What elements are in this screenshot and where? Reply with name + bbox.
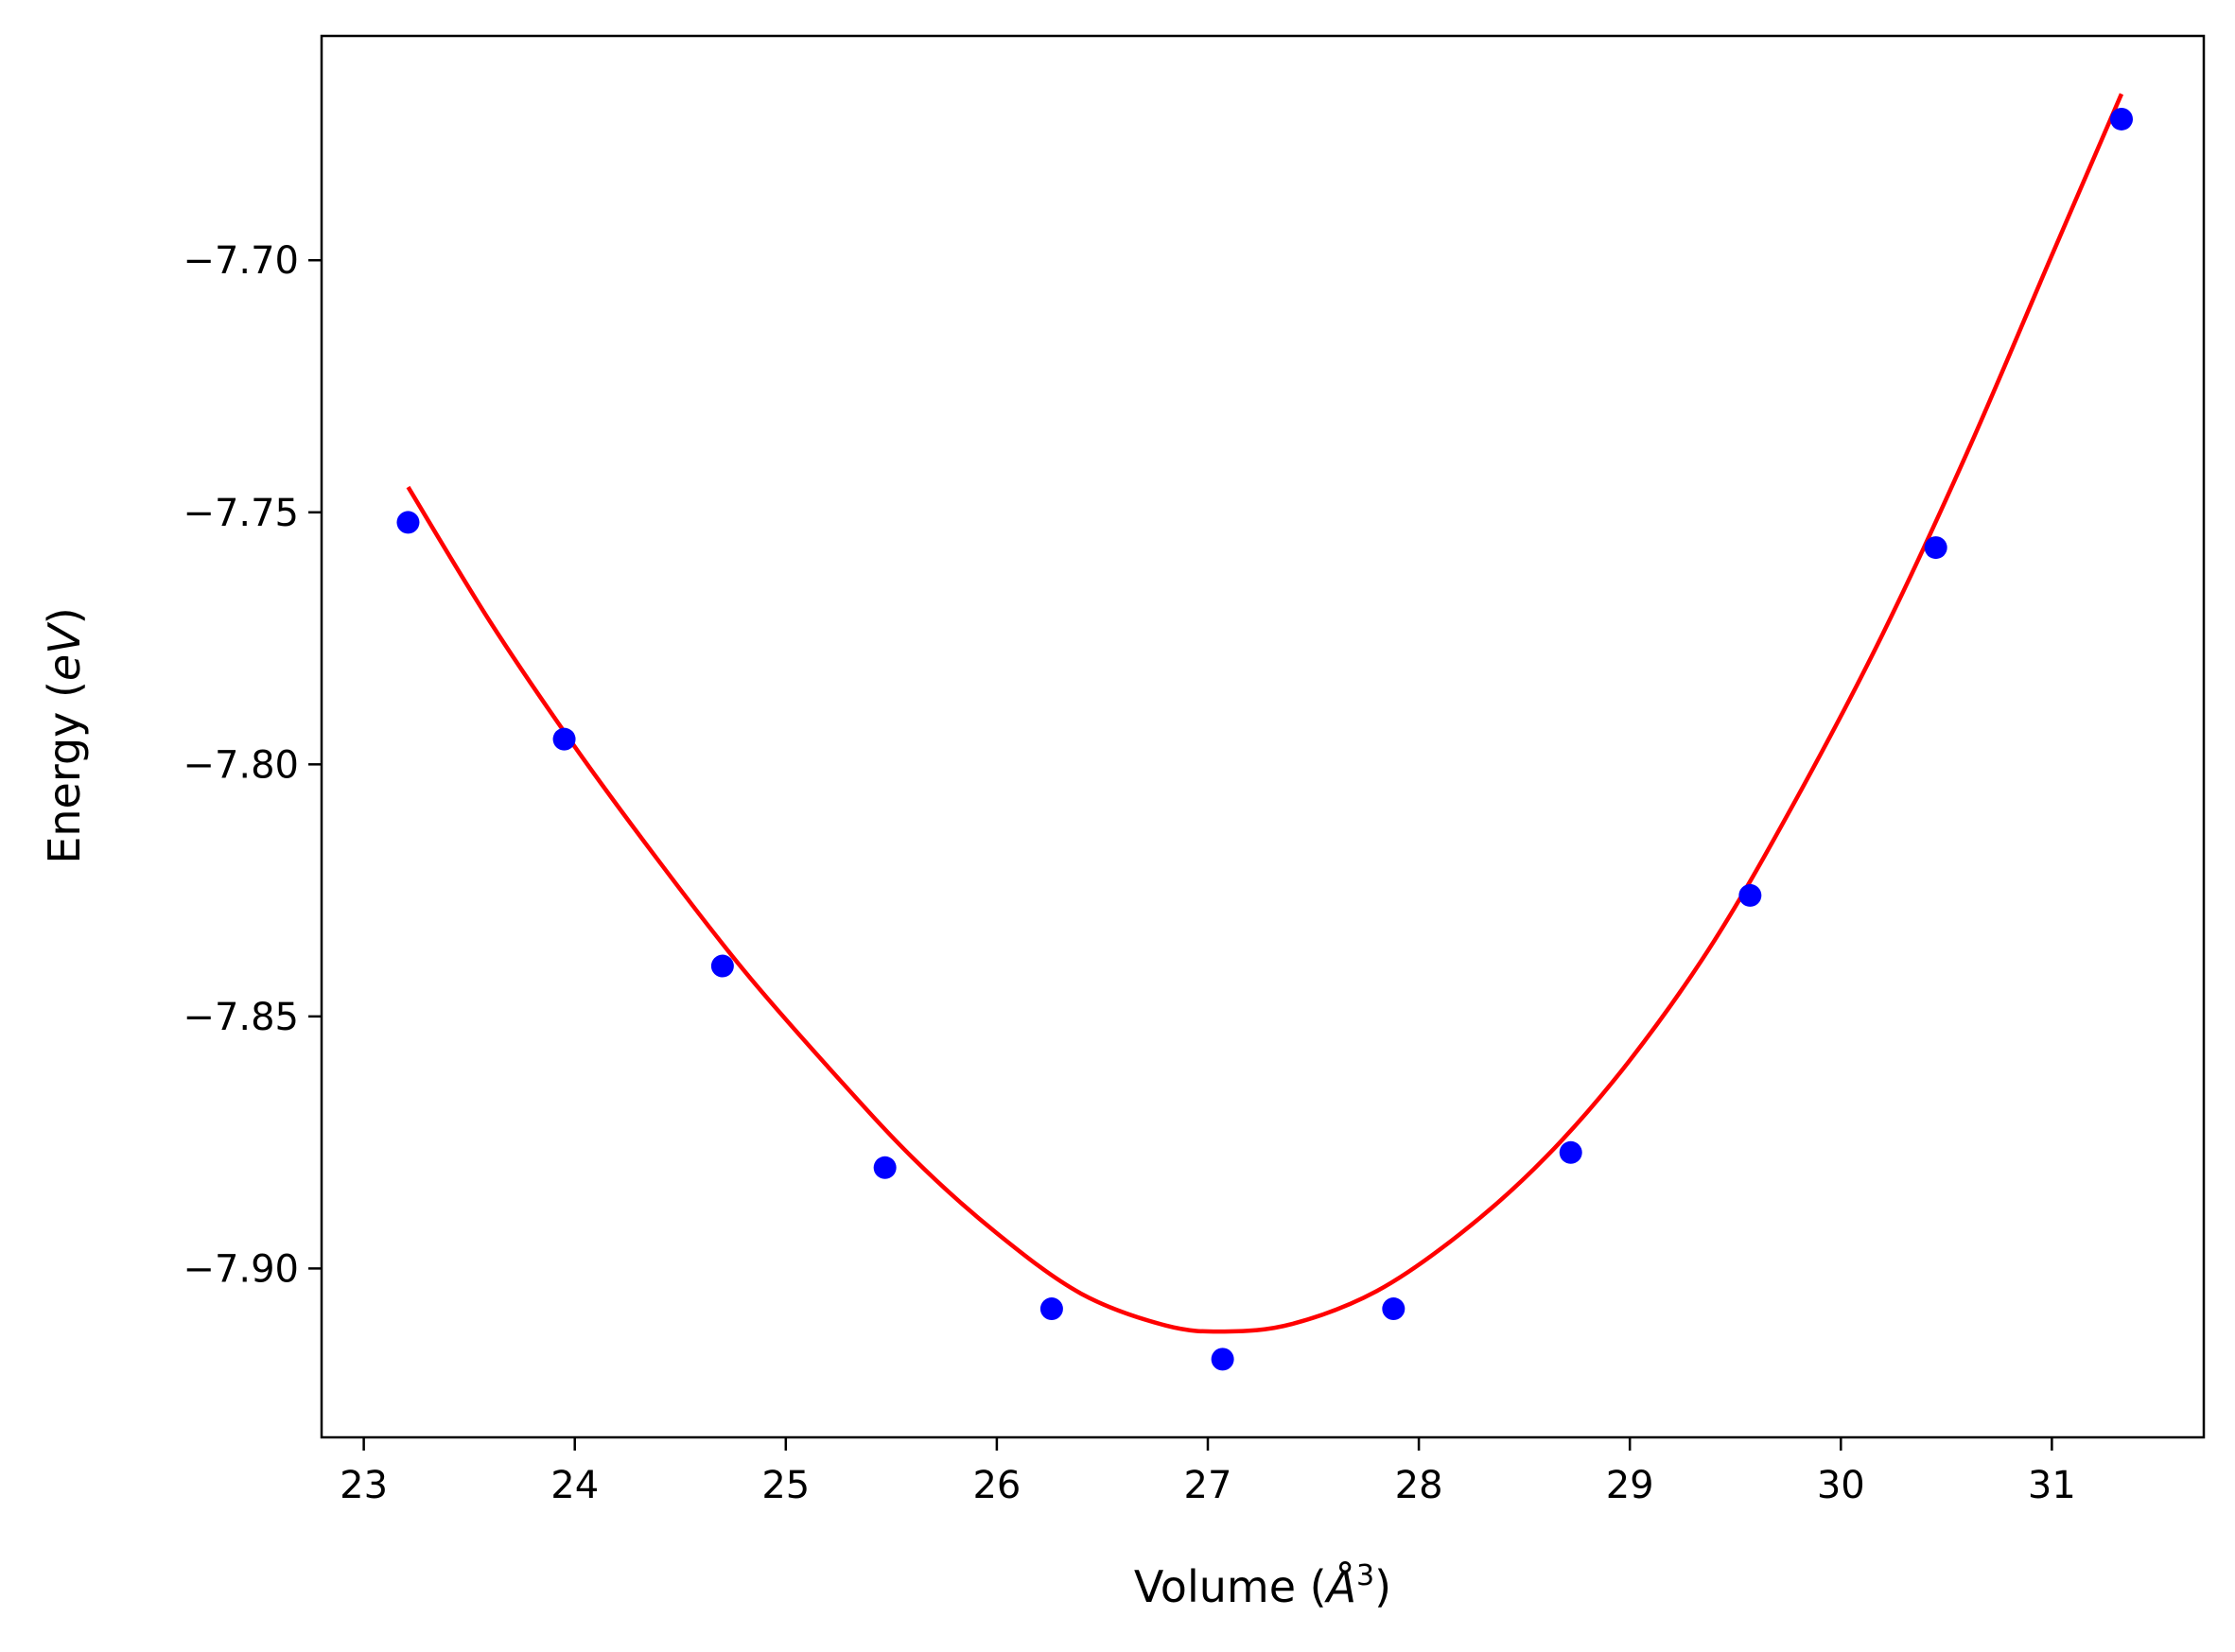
y-tick-label: −7.70 [183,239,299,283]
data-points [396,107,2133,1371]
x-tick-label: 24 [550,1464,599,1507]
x-tick-label: 30 [1817,1464,1865,1507]
x-tick-label: 26 [972,1464,1021,1507]
data-point [873,1156,897,1179]
x-tick-label: 25 [761,1464,810,1507]
x-axis-label-superscript: 3 [1356,1559,1374,1592]
x-axis-label-symbol: Å [1324,1561,1356,1612]
x-axis-label-suffix: ) [1374,1561,1391,1612]
data-point [552,727,576,751]
fit-curve-line [406,93,2124,1334]
y-tick-label: −7.75 [183,492,299,535]
x-tick-label: 23 [340,1464,388,1507]
data-point [710,954,734,978]
x-tick-label: 29 [1606,1464,1654,1507]
data-point [2109,107,2133,130]
y-tick-label: −7.90 [183,1247,299,1291]
y-axis: −7.90 −7.85 −7.80 −7.75 −7.70 [183,239,322,1291]
y-tick-label: −7.85 [183,996,299,1039]
data-point [1924,536,1947,560]
data-point [1039,1297,1063,1321]
y-axis-label: Energy (eV) [39,607,90,863]
x-axis-label-prefix: Volume ( [1134,1561,1327,1612]
x-tick-label: 31 [2028,1464,2076,1507]
data-point [1382,1297,1406,1321]
x-tick-label: 27 [1184,1464,1232,1507]
y-axis-label-unit: eV [39,621,90,681]
data-point [396,511,420,534]
plot-area-frame [320,34,2206,1439]
x-axis: 23 24 25 26 27 28 29 30 31 [340,1437,2076,1507]
y-tick-label: −7.80 [183,743,299,787]
data-point [1738,883,1762,907]
data-point [1211,1348,1234,1371]
data-point [1559,1140,1582,1164]
y-axis-label-prefix: Energy ( [39,681,90,864]
x-axis-label: Volume (Å3) [1134,1559,1391,1612]
y-axis-label-suffix: ) [39,607,90,624]
x-tick-label: 28 [1395,1464,1443,1507]
